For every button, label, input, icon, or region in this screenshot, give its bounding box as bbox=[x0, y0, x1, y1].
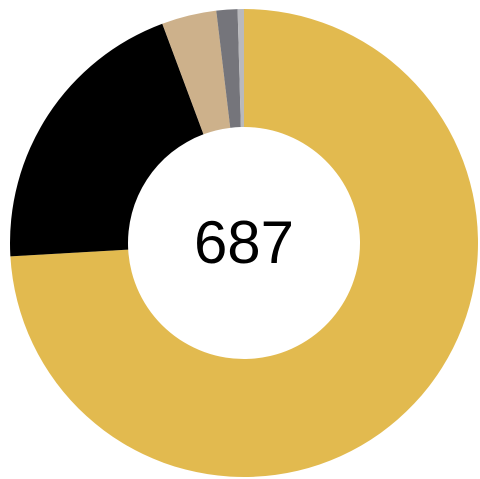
donut-slice-1 bbox=[10, 9, 479, 478]
donut-slice-3 bbox=[162, 10, 231, 135]
donut-slice-2 bbox=[9, 23, 204, 257]
donut-slice-4 bbox=[216, 9, 241, 128]
donut-slice-5 bbox=[237, 9, 244, 128]
donut-slices bbox=[9, 9, 479, 478]
center-total-label: 687 bbox=[194, 209, 294, 276]
